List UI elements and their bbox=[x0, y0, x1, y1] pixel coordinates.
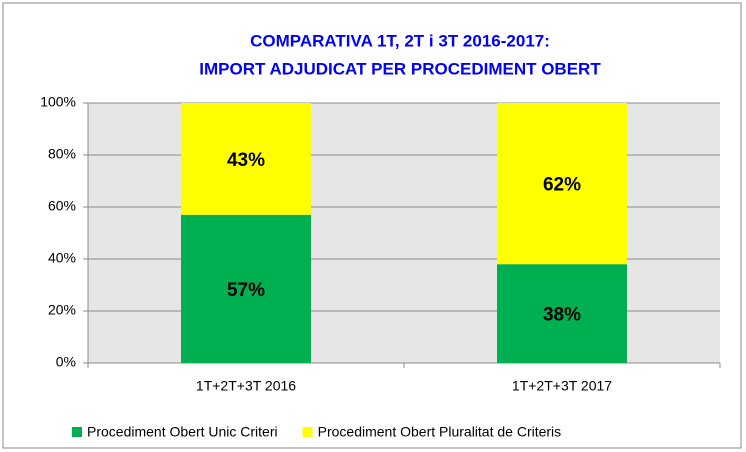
legend-label: Procediment Obert Pluralitat de Criteris bbox=[318, 424, 562, 440]
chart-title: COMPARATIVA 1T, 2T i 3T 2016-2017: bbox=[250, 31, 550, 50]
legend-swatch bbox=[302, 427, 313, 437]
data-label: 43% bbox=[227, 150, 265, 171]
data-label: 62% bbox=[543, 175, 581, 196]
y-tick-label: 100% bbox=[40, 94, 76, 110]
legend-swatch bbox=[72, 427, 82, 437]
y-tick-label: 0% bbox=[56, 354, 76, 370]
legend-label: Procediment Obert Unic Criteri bbox=[87, 424, 278, 440]
bar-segment bbox=[181, 214, 311, 363]
data-label: 57% bbox=[227, 280, 265, 301]
bar-segment bbox=[181, 103, 311, 215]
y-tick-label: 40% bbox=[48, 250, 76, 266]
bar-segment bbox=[497, 264, 627, 363]
x-tick-label: 1T+2T+3T 2016 bbox=[196, 378, 296, 394]
y-tick-label: 20% bbox=[48, 302, 76, 318]
chart-title: IMPORT ADJUDICAT PER PROCEDIMENT OBERT bbox=[199, 59, 601, 78]
bar-segment bbox=[497, 103, 627, 265]
x-tick-label: 1T+2T+3T 2017 bbox=[512, 378, 612, 394]
y-tick-label: 80% bbox=[48, 146, 76, 162]
y-tick-label: 60% bbox=[48, 198, 76, 214]
data-label: 38% bbox=[543, 305, 581, 326]
